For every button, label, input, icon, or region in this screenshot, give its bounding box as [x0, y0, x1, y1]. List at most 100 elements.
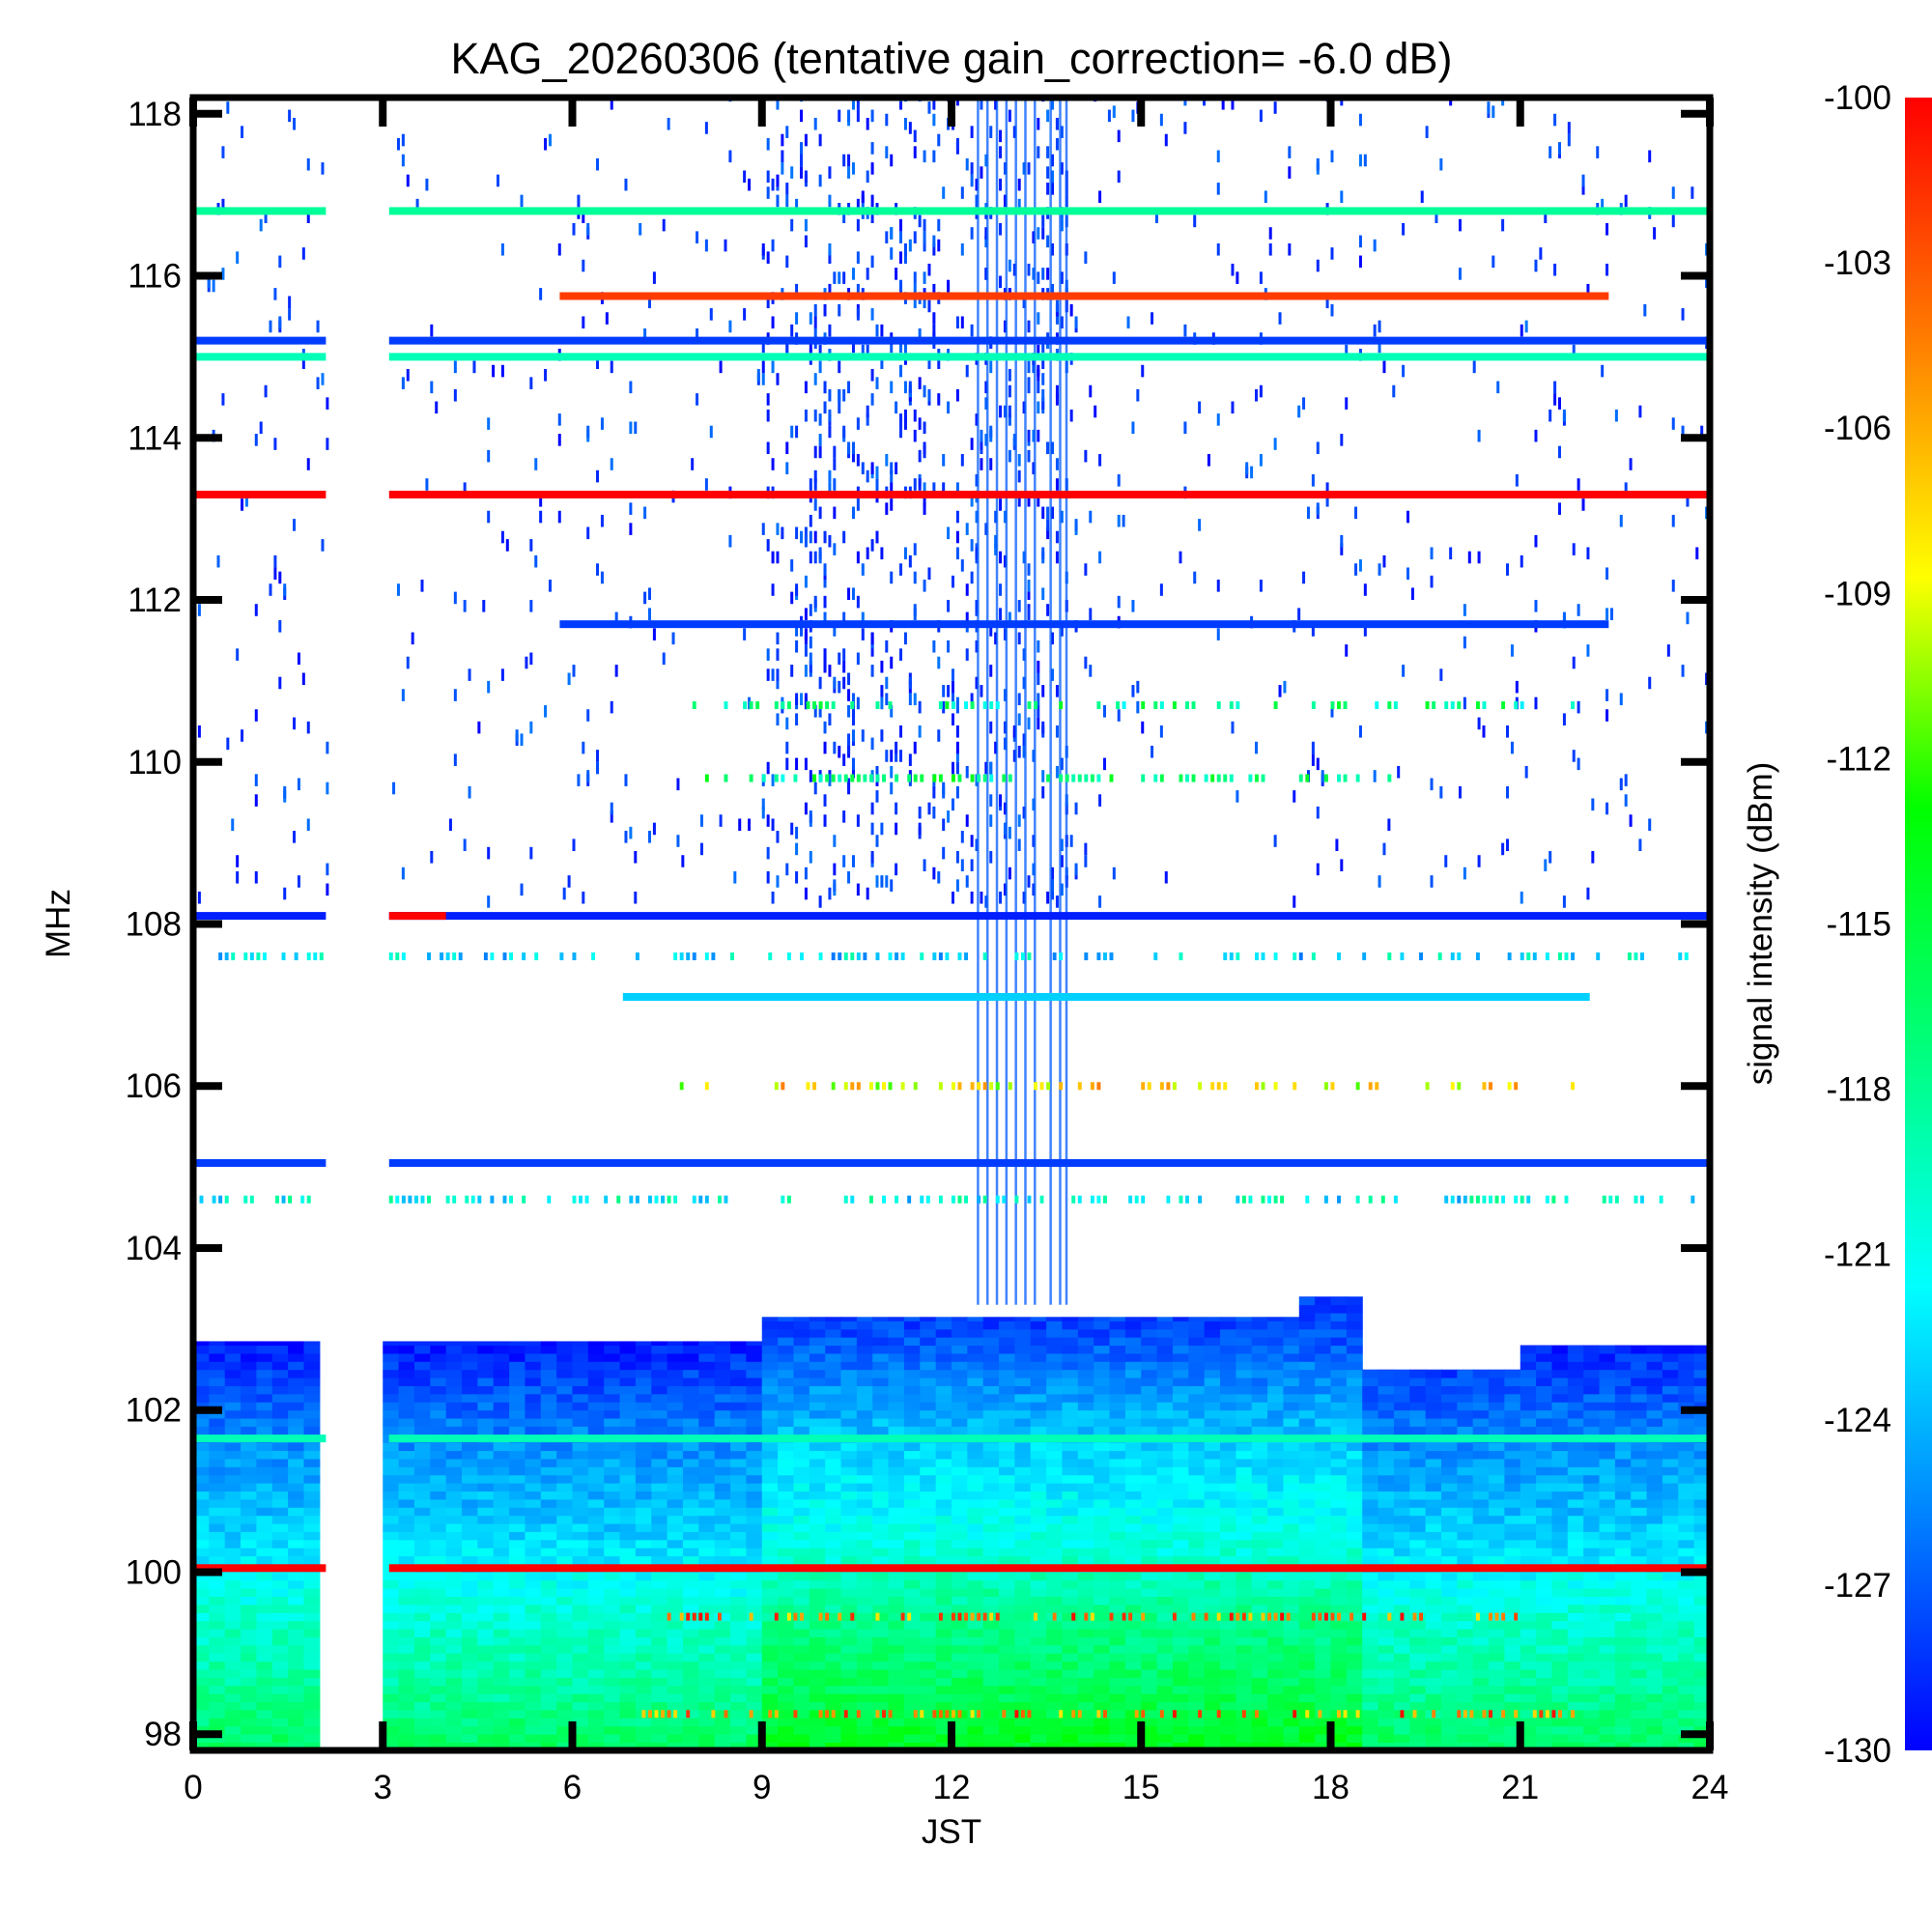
sporadic-signal: [254, 709, 258, 722]
spectrum-cell: [761, 1629, 779, 1637]
spectrum-cell: [525, 1596, 542, 1605]
spectrum-cell: [682, 1612, 699, 1622]
spectrum-cell: [793, 1620, 810, 1630]
spectrum-cell: [920, 1629, 937, 1637]
spectrum-cell: [413, 1378, 431, 1386]
spectrum-cell: [1267, 1345, 1285, 1354]
spectrum-cell: [619, 1710, 637, 1719]
spectrum-cell: [952, 1685, 968, 1694]
spectrum-cell: [651, 1579, 668, 1589]
spectrum-cell: [856, 1474, 873, 1484]
spectrum-cell: [193, 1612, 210, 1622]
spectrum-cell: [1330, 1548, 1348, 1557]
spectrum-cell: [1141, 1620, 1158, 1630]
spectrum-cell: [572, 1734, 589, 1744]
spectrum-cell: [872, 1661, 890, 1670]
spectrum-cell: [1678, 1459, 1695, 1467]
spectrum-cell: [999, 1742, 1016, 1750]
spectrum-cell: [999, 1321, 1016, 1330]
sporadic-signal: [301, 672, 305, 686]
spectrum-cell: [1440, 1426, 1458, 1435]
spectrum-cell: [1457, 1442, 1474, 1452]
spectrum-cell: [303, 1523, 321, 1532]
spectrum-cell: [1251, 1385, 1268, 1395]
spectrum-cell: [1583, 1402, 1601, 1411]
spectrum-cell: [193, 1710, 210, 1719]
spectrum-cell: [398, 1572, 415, 1581]
spectrum-cell: [872, 1693, 890, 1703]
spectrum-cell: [1267, 1491, 1285, 1500]
spectrum-cell: [809, 1620, 826, 1630]
spectrum-cell: [209, 1442, 226, 1452]
spectrum-cell: [413, 1620, 431, 1630]
spectrum-cell: [982, 1361, 1000, 1371]
spectrum-cell: [1014, 1539, 1032, 1548]
spectrum-cell: [1267, 1644, 1285, 1654]
spectrum-cell: [1236, 1653, 1253, 1662]
spectrum-cell: [920, 1612, 937, 1622]
spectrum-cell: [1062, 1321, 1079, 1330]
spectrum-cell: [730, 1718, 747, 1727]
spectrum-cell: [193, 1341, 210, 1347]
spectrum-cell: [982, 1345, 1000, 1354]
spectrum-cell: [1236, 1426, 1253, 1435]
spectrum-cell: [809, 1693, 826, 1703]
spectrum-cell: [698, 1596, 716, 1605]
spectrum-cell: [778, 1629, 795, 1637]
sporadic-signal: [497, 174, 499, 187]
spectrum-cell: [1046, 1539, 1064, 1548]
spectrum-cell: [1315, 1685, 1332, 1694]
spectrum-cell: [525, 1361, 542, 1371]
spectrum-cell: [1330, 1474, 1348, 1484]
spectrum-cell: [793, 1661, 810, 1670]
spectrum-cell: [493, 1499, 510, 1508]
spectrum-cell: [1378, 1669, 1395, 1678]
spectrum-cell: [825, 1620, 842, 1630]
spectrum-cell: [872, 1629, 890, 1637]
spectrum-cell: [1567, 1353, 1584, 1362]
spectrum-cell: [1440, 1466, 1458, 1476]
spectrum-cell: [809, 1442, 826, 1452]
spectrum-cell: [1283, 1718, 1300, 1727]
spectrum-cell: [1188, 1321, 1206, 1330]
spectrum-cell: [1599, 1725, 1616, 1735]
spectrum-cell: [525, 1661, 542, 1670]
spectrum-cell: [935, 1369, 952, 1378]
spectrum-cell: [1551, 1474, 1569, 1484]
spectrum-cell: [746, 1612, 763, 1622]
spectrum-cell: [1156, 1450, 1174, 1460]
spectrum-cell: [383, 1507, 400, 1517]
spectrum-cell: [952, 1474, 968, 1484]
spectrum-cell: [1172, 1385, 1189, 1395]
spectrum-cell: [303, 1661, 321, 1670]
spectrum-cell: [1077, 1499, 1094, 1508]
spectrum-cell: [493, 1531, 510, 1541]
spectrum-cell: [1599, 1644, 1616, 1654]
spectrum-cell: [1124, 1466, 1142, 1476]
sporadic-signal: [582, 891, 585, 904]
spectrum-cell: [1631, 1725, 1648, 1735]
sporadic-signal: [577, 194, 581, 208]
spectrum-cell: [888, 1629, 905, 1637]
spectrum-cell: [1330, 1742, 1348, 1750]
spectrum-cell: [667, 1369, 684, 1378]
spectrum-cell: [587, 1418, 605, 1427]
spectrum-cell: [1236, 1418, 1253, 1427]
spectrum-cell: [1094, 1612, 1111, 1622]
spectrum-cell: [903, 1507, 921, 1517]
spectrum-cell: [1536, 1523, 1553, 1532]
spectrum-cell: [935, 1725, 952, 1735]
spectrum-cell: [1472, 1369, 1490, 1378]
spectrum-cell: [288, 1409, 305, 1419]
spectrum-cell: [667, 1620, 684, 1630]
spectrum-cell: [1109, 1644, 1126, 1654]
spectrum-cell: [604, 1459, 621, 1467]
spectrum-cell: [241, 1605, 258, 1613]
spectrum-cell: [398, 1393, 415, 1403]
spectrum-cell: [1014, 1474, 1032, 1484]
spectrum-cell: [1378, 1393, 1395, 1403]
spectrum-cell: [903, 1620, 921, 1630]
spectrum-cell: [1124, 1361, 1142, 1371]
spectrum-cell: [509, 1572, 526, 1581]
spectrum-cell: [714, 1693, 731, 1703]
